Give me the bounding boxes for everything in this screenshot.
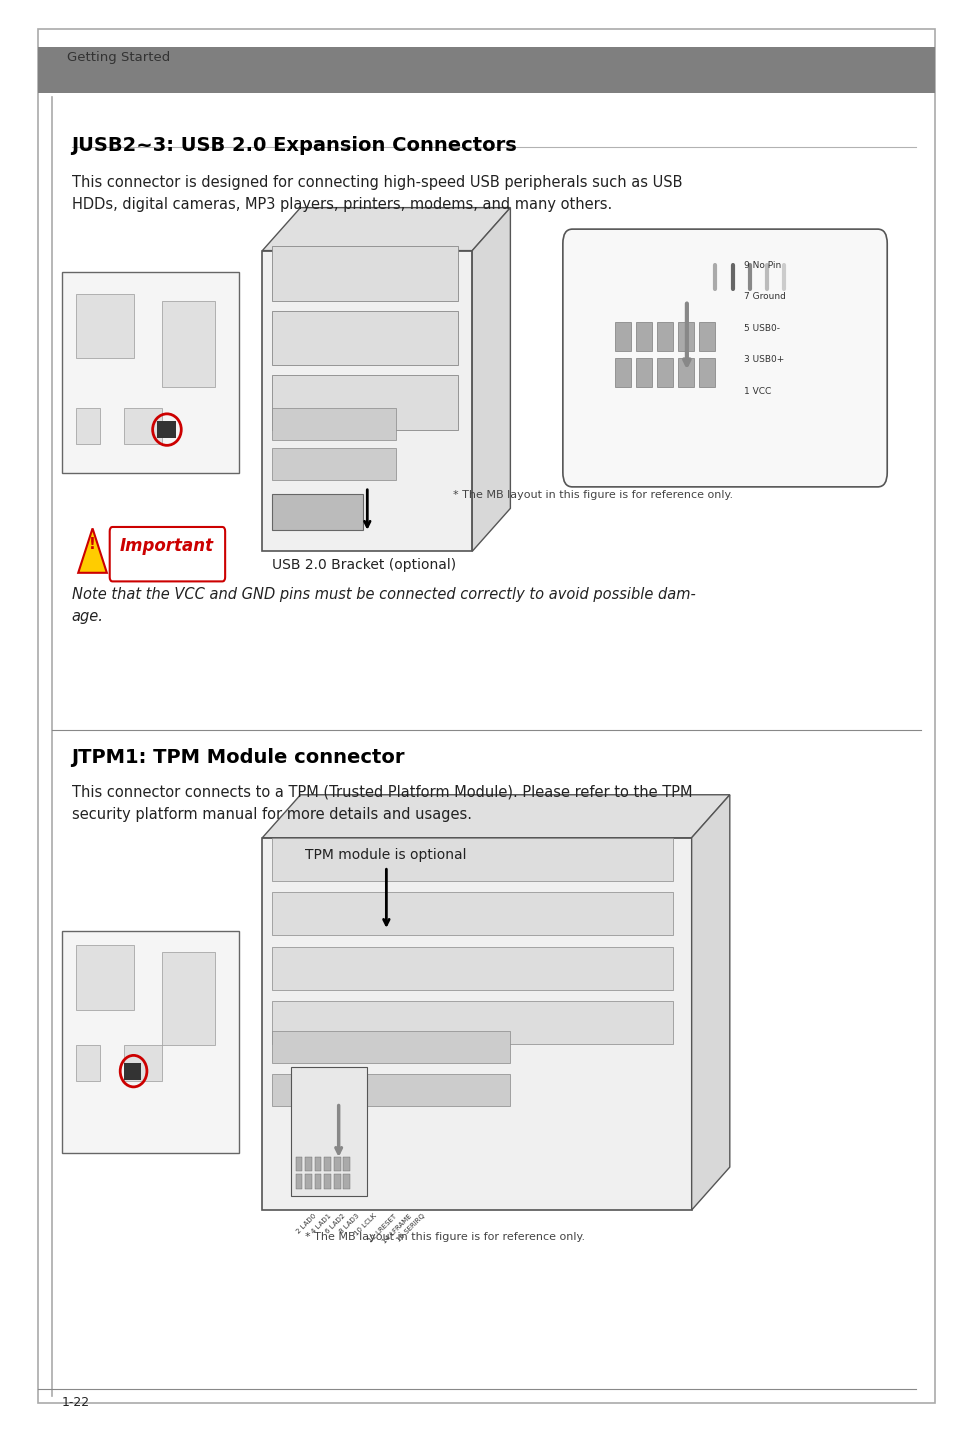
Bar xyxy=(343,1157,350,1171)
Text: Getting Started: Getting Started xyxy=(67,50,170,64)
Bar xyxy=(272,246,457,301)
Bar xyxy=(334,1157,340,1171)
Bar xyxy=(62,272,238,473)
Bar xyxy=(615,322,630,351)
Text: 8 LAD3: 8 LAD3 xyxy=(338,1213,360,1234)
Bar xyxy=(124,1045,162,1081)
Bar xyxy=(272,947,672,990)
Bar xyxy=(291,1067,367,1196)
Polygon shape xyxy=(691,795,729,1210)
Bar xyxy=(272,838,672,881)
Text: 5 USB0-: 5 USB0- xyxy=(743,324,780,332)
Bar xyxy=(272,892,672,935)
Text: This connector connects to a TPM (Trusted Platform Module). Please refer to the : This connector connects to a TPM (Truste… xyxy=(71,785,691,822)
Text: 7 Ground: 7 Ground xyxy=(743,292,785,301)
Bar xyxy=(162,301,214,387)
Text: 3 USB0+: 3 USB0+ xyxy=(743,355,783,364)
Bar xyxy=(305,1157,312,1171)
Bar xyxy=(295,1157,302,1171)
Text: 6 LAD2: 6 LAD2 xyxy=(324,1213,346,1234)
Bar xyxy=(314,1157,321,1171)
FancyBboxPatch shape xyxy=(38,29,934,1403)
Bar xyxy=(615,358,630,387)
Bar xyxy=(272,375,457,430)
Text: 1-22: 1-22 xyxy=(62,1396,90,1409)
Text: Important: Important xyxy=(119,537,213,556)
Bar xyxy=(636,358,651,387)
Text: 14 LFRAME: 14 LFRAME xyxy=(381,1213,413,1244)
Bar xyxy=(678,358,693,387)
Bar xyxy=(295,1174,302,1189)
Text: USB 2.0 Bracket (optional): USB 2.0 Bracket (optional) xyxy=(272,558,456,573)
Bar xyxy=(272,311,457,365)
Text: 10 LCLK: 10 LCLK xyxy=(353,1213,376,1237)
Text: !: ! xyxy=(89,537,96,551)
Bar xyxy=(38,47,934,93)
Bar xyxy=(305,1174,312,1189)
Text: 12 LRESET: 12 LRESET xyxy=(367,1213,397,1243)
Bar xyxy=(162,952,214,1045)
Text: 9 No Pin: 9 No Pin xyxy=(743,261,781,269)
Bar xyxy=(272,408,395,440)
Bar xyxy=(657,358,672,387)
Bar xyxy=(76,1045,100,1081)
Text: JTPM1: TPM Module connector: JTPM1: TPM Module connector xyxy=(71,748,405,766)
Bar xyxy=(62,931,238,1153)
Polygon shape xyxy=(472,208,510,551)
Bar xyxy=(699,322,714,351)
Bar xyxy=(262,838,691,1210)
Bar xyxy=(343,1174,350,1189)
Bar xyxy=(262,251,472,551)
Bar xyxy=(157,421,176,438)
Bar xyxy=(124,408,162,444)
Text: * The MB layout in this figure is for reference only.: * The MB layout in this figure is for re… xyxy=(305,1232,585,1242)
Bar xyxy=(76,408,100,444)
Bar xyxy=(124,1063,141,1080)
Polygon shape xyxy=(262,795,729,838)
Bar xyxy=(272,1074,510,1106)
Bar xyxy=(657,322,672,351)
Polygon shape xyxy=(262,208,510,251)
Bar xyxy=(324,1174,331,1189)
Bar xyxy=(636,322,651,351)
Bar xyxy=(272,494,362,530)
Text: * The MB layout in this figure is for reference only.: * The MB layout in this figure is for re… xyxy=(453,490,733,500)
Text: Note that the VCC and GND pins must be connected correctly to avoid possible dam: Note that the VCC and GND pins must be c… xyxy=(71,587,695,624)
Bar xyxy=(76,945,133,1010)
Text: TPM module is optional: TPM module is optional xyxy=(305,848,466,862)
Text: 16 SERIRQ: 16 SERIRQ xyxy=(395,1213,426,1243)
Bar xyxy=(324,1157,331,1171)
Bar xyxy=(76,294,133,358)
Bar xyxy=(272,1001,672,1044)
Bar xyxy=(334,1174,340,1189)
Text: JUSB2~3: USB 2.0 Expansion Connectors: JUSB2~3: USB 2.0 Expansion Connectors xyxy=(71,136,517,155)
Text: 4 LAD1: 4 LAD1 xyxy=(310,1213,332,1234)
Polygon shape xyxy=(78,528,107,573)
Bar xyxy=(678,322,693,351)
Text: 2 LAD0: 2 LAD0 xyxy=(295,1213,317,1234)
Bar xyxy=(272,1031,510,1063)
FancyBboxPatch shape xyxy=(110,527,225,581)
Text: This connector is designed for connecting high-speed USB peripherals such as USB: This connector is designed for connectin… xyxy=(71,175,681,212)
Bar xyxy=(314,1174,321,1189)
Bar xyxy=(272,448,395,480)
FancyBboxPatch shape xyxy=(562,229,886,487)
Bar xyxy=(699,358,714,387)
Text: 1 VCC: 1 VCC xyxy=(743,387,771,395)
